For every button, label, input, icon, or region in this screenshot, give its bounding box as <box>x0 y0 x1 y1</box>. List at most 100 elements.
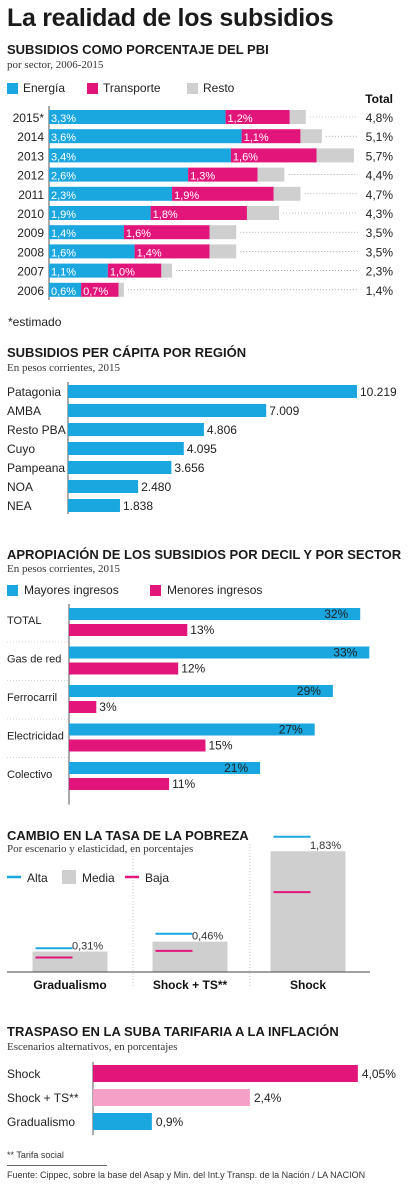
bar-energia <box>49 186 173 201</box>
bar-label: 1,8% <box>153 209 178 221</box>
value-label: 3.656 <box>174 461 204 475</box>
value-label-mayores: 29% <box>297 684 321 698</box>
value-label: 1.838 <box>123 499 153 513</box>
region-label: NEA <box>7 499 32 513</box>
bar-mayores <box>69 646 370 659</box>
bar-resto <box>118 282 124 297</box>
bar-media <box>152 941 228 972</box>
section2-title: SUBSIDIOS PER CÁPITA POR REGIÓN <box>7 345 247 360</box>
total-value: 4,3% <box>366 207 394 221</box>
bar-mayores <box>69 608 361 620</box>
bar-menores <box>69 739 206 752</box>
bar-energia <box>49 282 82 297</box>
value-label: 4,05% <box>362 1067 396 1081</box>
total-value: 3,5% <box>366 226 394 240</box>
region-label: Patagonia <box>7 385 61 399</box>
page-title: La realidad de los subsidios <box>7 4 334 32</box>
value-label: 4.806 <box>207 423 237 437</box>
bar-region <box>68 499 120 512</box>
sector-label: Gas de red <box>7 654 61 666</box>
bar-scenario <box>93 1113 152 1130</box>
section4-title: CAMBIO EN LA TASA DE LA POBREZA <box>7 828 249 843</box>
bar-energia <box>49 225 124 240</box>
region-label: Resto PBA <box>7 423 66 437</box>
bar-label: 3,4% <box>51 151 76 163</box>
legend-swatch-2 <box>187 83 198 94</box>
legend-label-2: Resto <box>203 81 235 95</box>
year-label: 2015* <box>13 111 45 125</box>
value-label-menores: 11% <box>172 777 195 791</box>
inflation-chart: Shock 4,05% Shock + TS** 2,4% Gradualismo 0,9… <box>7 1062 396 1135</box>
value-label-media: 0,31% <box>72 941 103 953</box>
scenario-label: Shock <box>7 1067 41 1081</box>
legend-label-1: Transporte <box>103 81 161 95</box>
bar-transporte <box>241 129 301 144</box>
bar-mayores <box>69 685 333 697</box>
bar-label: 1,1% <box>244 132 269 144</box>
bar-mayores <box>69 762 261 774</box>
scenario-label: Gradualismo <box>33 978 106 992</box>
bar-label: 1,6% <box>233 151 258 163</box>
section3-title: APROPIACIÓN DE LOS SUBSIDIOS POR DECIL Y… <box>7 547 402 562</box>
region-label: AMBA <box>7 404 41 418</box>
year-label: 2006 <box>17 284 44 298</box>
year-label: 2014 <box>17 130 44 144</box>
decile-chart: Mayores ingresos Menores ingresos TOTAL 32%… <box>7 583 370 805</box>
value-label-menores: 15% <box>209 739 233 753</box>
bar-energia <box>49 263 108 278</box>
legend-label-mayores: Mayores ingresos <box>24 583 119 597</box>
bar-transporte <box>172 186 274 201</box>
year-label: 2013 <box>17 149 44 163</box>
sector-label: Electricidad <box>7 731 64 743</box>
year-label: 2010 <box>17 207 44 221</box>
bar-label: 0,7% <box>83 286 108 298</box>
poverty-chart: Alta Media Baja 0,31% Gradualismo 0,46% Shock … <box>7 835 370 992</box>
bar-label: 1,9% <box>174 190 199 202</box>
value-label: 7.009 <box>269 404 299 418</box>
year-label: 2012 <box>17 169 44 183</box>
bar-resto <box>257 167 285 182</box>
bar-label: 1,2% <box>228 113 253 125</box>
bar-label: 1,6% <box>51 247 76 259</box>
bar-resto <box>209 225 237 240</box>
bar-label: 2,3% <box>51 190 76 202</box>
scenario-label: Shock + TS** <box>153 978 228 992</box>
scenario-label: Gradualismo <box>7 1115 75 1129</box>
bar-region <box>68 461 172 474</box>
bar-menores <box>69 701 97 713</box>
value-label-menores: 3% <box>99 700 117 714</box>
bar-resto <box>289 110 306 124</box>
bar-energia <box>49 148 231 163</box>
bar-label: 1,4% <box>137 247 162 259</box>
value-label-mayores: 33% <box>333 646 357 660</box>
footnote: ** Tarifa social <box>7 1150 64 1160</box>
bar-scenario <box>93 1089 250 1106</box>
bar-energia <box>49 110 226 124</box>
value-label-menores: 13% <box>190 623 214 637</box>
bar-energia <box>49 167 189 182</box>
bar-media <box>270 851 346 972</box>
bar-transporte <box>188 167 258 182</box>
legend-label-2: Baja <box>145 871 169 885</box>
total-value: 4,7% <box>366 188 394 202</box>
bar-transporte <box>134 244 210 259</box>
total-value: 3,5% <box>366 245 394 259</box>
section5-title: TRASPASO EN LA SUBA TARIFARIA A LA INFLA… <box>7 1024 339 1039</box>
bar-transporte <box>225 110 290 124</box>
region-label: Pampeana <box>7 461 65 475</box>
bar-label: 1,4% <box>51 228 76 240</box>
bar-label: 1,3% <box>190 171 215 183</box>
source-note: Fuente: Cippec, sobre la base del Asap y… <box>7 1170 366 1180</box>
total-value: 4,4% <box>366 169 394 183</box>
bar-region <box>68 480 139 493</box>
value-label-media: 1,83% <box>310 840 341 852</box>
section5-subtitle: Escenarios alternativos, en porcentajes <box>7 1041 178 1053</box>
total-value: 2,3% <box>366 265 394 279</box>
value-label-mayores: 27% <box>279 723 303 737</box>
value-label-media: 0,46% <box>192 931 223 943</box>
per-capita-chart: Patagonia 10.219 AMBA 7.009 Resto PBA 4.806 Cu… <box>7 382 397 514</box>
estimate-note: *estimado <box>8 315 62 329</box>
section4-subtitle: Por escenario y elasticidad, en porcenta… <box>7 843 194 855</box>
value-label-menores: 12% <box>181 662 205 676</box>
bar-label: 1,0% <box>110 267 135 279</box>
